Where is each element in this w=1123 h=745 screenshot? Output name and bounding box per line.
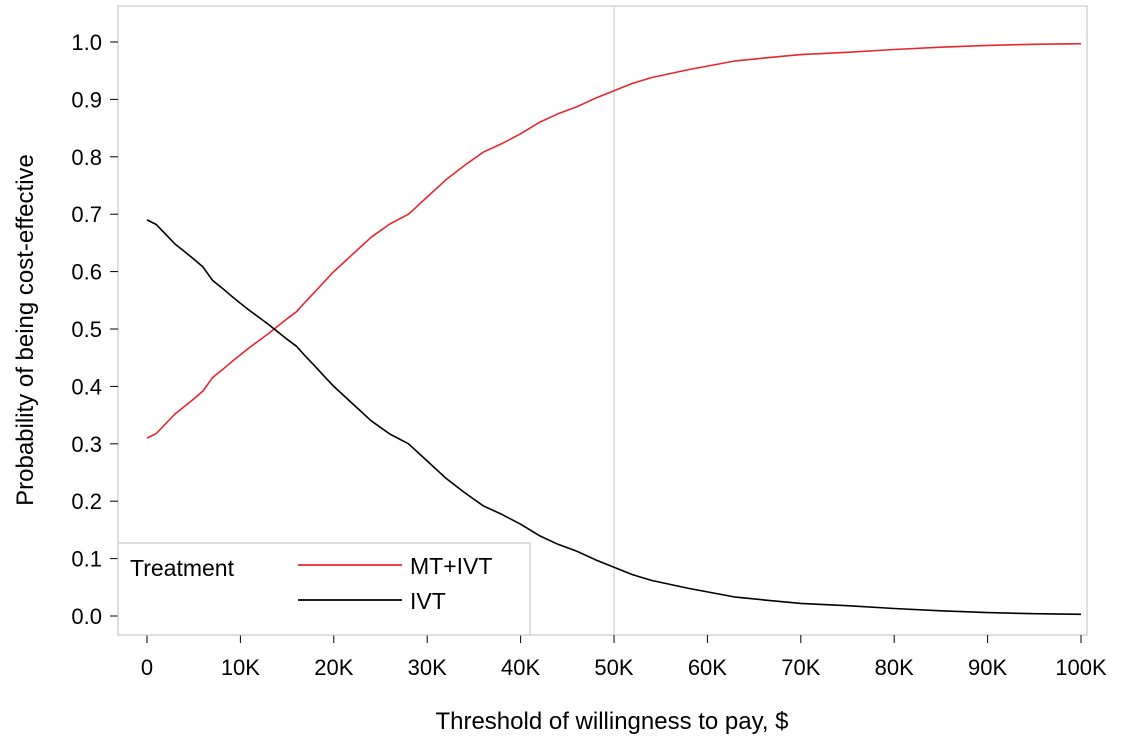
x-tick-label: 70K [781, 655, 820, 680]
x-tick-label: 60K [688, 655, 727, 680]
x-tick-label: 40K [501, 655, 540, 680]
series-line-mt-ivt [146, 42, 1082, 439]
x-tick-label: 0 [141, 655, 153, 680]
x-tick-label: 50K [594, 655, 633, 680]
y-tick-label: 0.2 [71, 489, 102, 514]
x-tick-label: 20K [314, 655, 353, 680]
y-tick-label: 0.7 [71, 202, 102, 227]
legend-label: IVT [410, 588, 446, 614]
y-tick-label: 0.4 [71, 374, 102, 399]
x-tick-label: 80K [875, 655, 914, 680]
x-tick-label: 100K [1055, 655, 1107, 680]
y-tick-label: 0.5 [71, 317, 102, 342]
y-tick-label: 0.8 [71, 145, 102, 170]
y-tick-label: 0.3 [71, 432, 102, 457]
series-line-ivt [146, 219, 1082, 616]
x-tick-label: 10K [221, 655, 260, 680]
y-tick-label: 0.9 [71, 87, 102, 112]
y-tick-label: 0.1 [71, 547, 102, 572]
legend-box [117, 542, 531, 636]
plot-frame [117, 5, 1088, 636]
x-tick-label: 30K [408, 655, 447, 680]
y-axis-label: Probability of being cost-effective [12, 154, 39, 506]
legend-title: Treatment [130, 555, 235, 581]
x-axis-label: Threshold of willingness to pay, $ [435, 708, 788, 735]
x-tick-label: 90K [968, 655, 1007, 680]
y-tick-label: 0.6 [71, 260, 102, 285]
y-tick-label: 1.0 [71, 30, 102, 55]
legend-label: MT+IVT [410, 553, 492, 579]
y-tick-label: 0.0 [71, 604, 102, 629]
